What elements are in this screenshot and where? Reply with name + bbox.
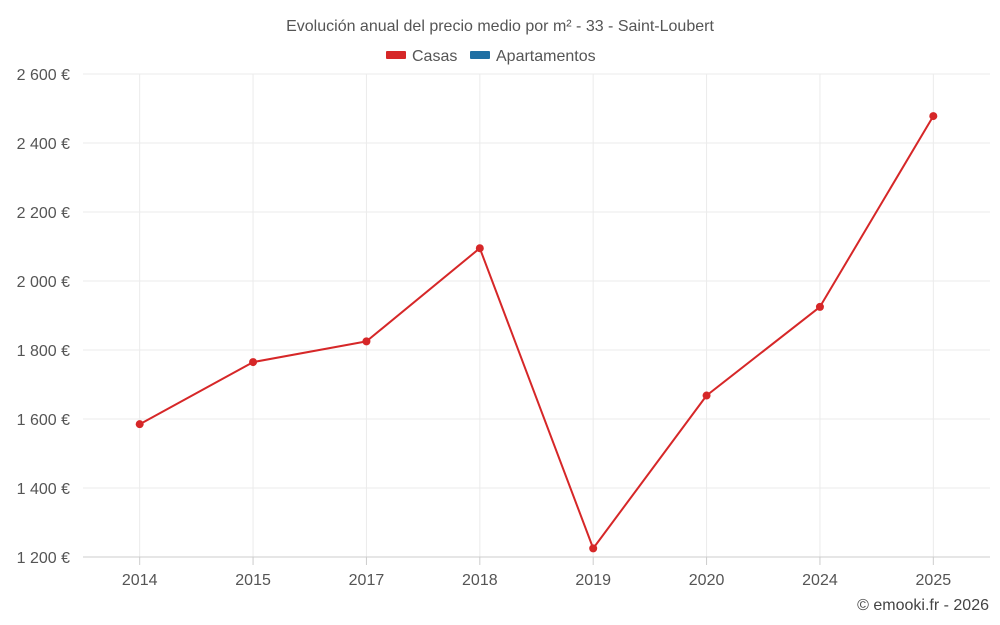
y-tick-label: 2 600 €	[17, 67, 70, 84]
credit-text: © emooki.fr - 2026	[857, 597, 989, 614]
data-point-casas[interactable]	[702, 391, 711, 400]
y-tick-label: 2 400 €	[17, 136, 70, 153]
chart-title: Evolución anual del precio medio por m² …	[286, 18, 714, 35]
legend-label-apartamentos: Apartamentos	[496, 48, 596, 65]
y-axis: 1 200 € 1 400 € 1 600 € 1 800 € 2 000 € 2 200…	[17, 67, 70, 567]
y-tick-label: 2 200 €	[17, 205, 70, 222]
data-point-casas[interactable]	[815, 302, 824, 311]
x-axis: 2014 2015 2017 2018 2019 2020 2024 2025	[83, 556, 990, 589]
legend-swatch-casas	[386, 51, 406, 59]
legend-item-apartamentos[interactable]: Apartamentos	[470, 48, 596, 65]
y-tick-label: 1 600 €	[17, 412, 70, 429]
x-tick-label: 2018	[462, 572, 498, 589]
x-tick-label: 2020	[689, 572, 725, 589]
legend-swatch-apartamentos	[470, 51, 490, 59]
data-point-casas[interactable]	[362, 337, 371, 346]
series-casas	[135, 112, 938, 553]
x-tick-label: 2024	[802, 572, 838, 589]
y-tick-label: 1 800 €	[17, 343, 70, 360]
x-tick-label: 2015	[235, 572, 271, 589]
data-point-casas[interactable]	[929, 112, 938, 121]
y-tick-label: 1 200 €	[17, 550, 70, 567]
legend-item-casas[interactable]: Casas	[386, 48, 457, 65]
x-tick-label: 2019	[575, 572, 611, 589]
y-tick-label: 1 400 €	[17, 481, 70, 498]
y-tick-label: 2 000 €	[17, 274, 70, 291]
grid	[83, 73, 990, 557]
data-point-casas[interactable]	[475, 244, 484, 253]
data-point-casas[interactable]	[589, 544, 598, 553]
x-tick-label: 2017	[349, 572, 385, 589]
data-point-casas[interactable]	[135, 420, 144, 429]
legend: Casas Apartamentos	[386, 48, 596, 65]
x-tick-label: 2014	[122, 572, 158, 589]
series-line-casas	[139, 115, 935, 550]
data-point-casas[interactable]	[249, 358, 258, 367]
legend-label-casas: Casas	[412, 48, 457, 65]
x-tick-label: 2025	[916, 572, 952, 589]
